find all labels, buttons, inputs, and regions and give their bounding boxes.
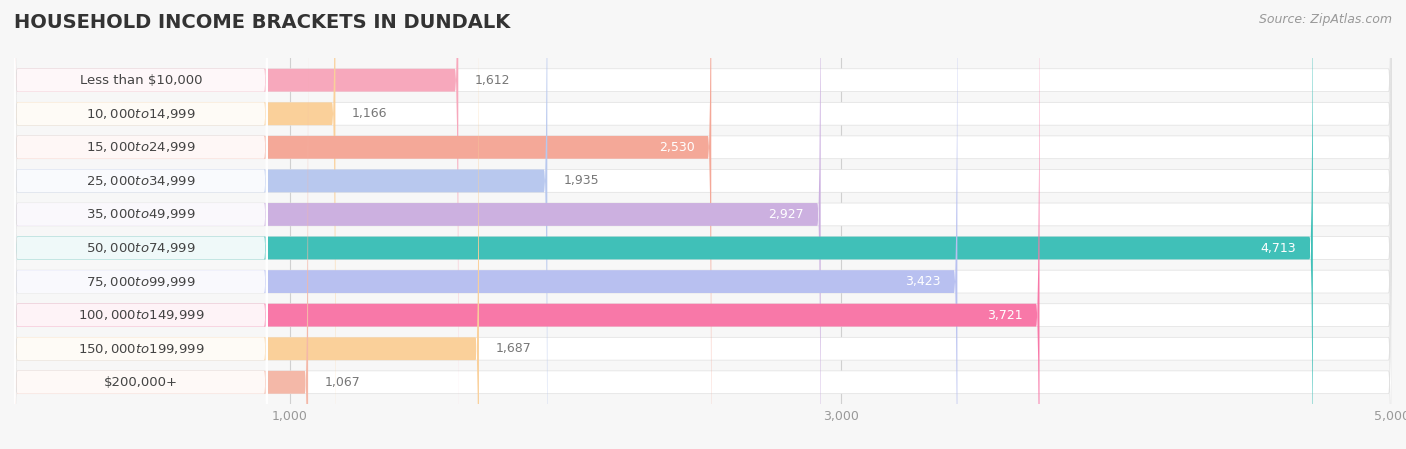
FancyBboxPatch shape xyxy=(14,0,1392,449)
FancyBboxPatch shape xyxy=(14,0,711,449)
FancyBboxPatch shape xyxy=(14,0,1392,449)
FancyBboxPatch shape xyxy=(14,0,267,449)
FancyBboxPatch shape xyxy=(14,0,458,449)
Text: Less than $10,000: Less than $10,000 xyxy=(80,74,202,87)
FancyBboxPatch shape xyxy=(14,0,308,449)
Text: 1,166: 1,166 xyxy=(352,107,388,120)
Text: 3,721: 3,721 xyxy=(987,308,1024,321)
Text: $25,000 to $34,999: $25,000 to $34,999 xyxy=(86,174,195,188)
FancyBboxPatch shape xyxy=(14,0,1392,449)
Text: $35,000 to $49,999: $35,000 to $49,999 xyxy=(86,207,195,221)
FancyBboxPatch shape xyxy=(14,0,547,449)
FancyBboxPatch shape xyxy=(14,0,267,449)
FancyBboxPatch shape xyxy=(14,0,1392,449)
Text: $200,000+: $200,000+ xyxy=(104,376,177,389)
Text: Source: ZipAtlas.com: Source: ZipAtlas.com xyxy=(1258,13,1392,26)
Text: $100,000 to $149,999: $100,000 to $149,999 xyxy=(77,308,204,322)
FancyBboxPatch shape xyxy=(14,0,1039,449)
FancyBboxPatch shape xyxy=(14,0,267,449)
FancyBboxPatch shape xyxy=(14,0,1392,449)
Text: 1,687: 1,687 xyxy=(495,342,531,355)
Text: 1,612: 1,612 xyxy=(475,74,510,87)
FancyBboxPatch shape xyxy=(14,0,1392,449)
Text: 2,927: 2,927 xyxy=(769,208,804,221)
FancyBboxPatch shape xyxy=(14,0,267,449)
FancyBboxPatch shape xyxy=(14,0,267,449)
FancyBboxPatch shape xyxy=(14,0,1392,449)
Text: 4,713: 4,713 xyxy=(1261,242,1296,255)
FancyBboxPatch shape xyxy=(14,0,1392,449)
Text: 1,067: 1,067 xyxy=(325,376,360,389)
Text: $50,000 to $74,999: $50,000 to $74,999 xyxy=(86,241,195,255)
Text: $150,000 to $199,999: $150,000 to $199,999 xyxy=(77,342,204,356)
FancyBboxPatch shape xyxy=(14,0,1392,449)
FancyBboxPatch shape xyxy=(14,0,267,449)
Text: 2,530: 2,530 xyxy=(659,141,695,154)
FancyBboxPatch shape xyxy=(14,0,1392,449)
FancyBboxPatch shape xyxy=(14,0,267,449)
Text: HOUSEHOLD INCOME BRACKETS IN DUNDALK: HOUSEHOLD INCOME BRACKETS IN DUNDALK xyxy=(14,13,510,32)
FancyBboxPatch shape xyxy=(14,0,267,449)
FancyBboxPatch shape xyxy=(14,0,267,449)
Text: 3,423: 3,423 xyxy=(905,275,941,288)
FancyBboxPatch shape xyxy=(14,0,267,449)
FancyBboxPatch shape xyxy=(14,0,957,449)
FancyBboxPatch shape xyxy=(14,0,336,449)
Text: $10,000 to $14,999: $10,000 to $14,999 xyxy=(86,107,195,121)
Text: 1,935: 1,935 xyxy=(564,174,599,187)
FancyBboxPatch shape xyxy=(14,0,1313,449)
Text: $75,000 to $99,999: $75,000 to $99,999 xyxy=(86,275,195,289)
FancyBboxPatch shape xyxy=(14,0,479,449)
Text: $15,000 to $24,999: $15,000 to $24,999 xyxy=(86,141,195,154)
FancyBboxPatch shape xyxy=(14,0,821,449)
